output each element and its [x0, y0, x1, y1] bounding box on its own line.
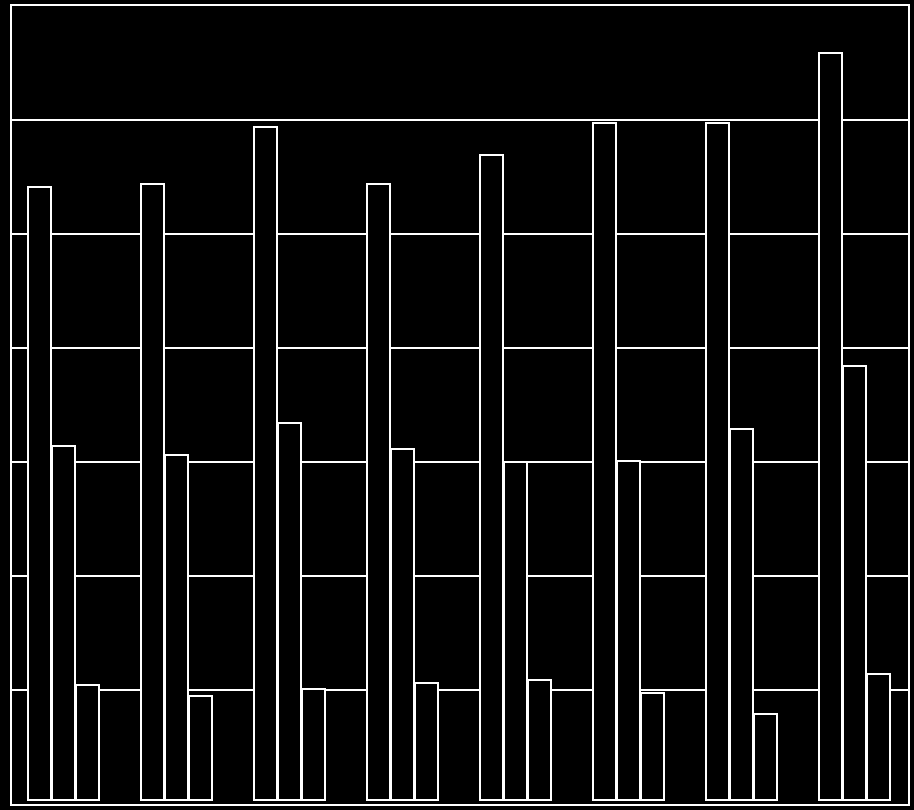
- plot-area: [10, 4, 910, 806]
- bar: [818, 52, 843, 801]
- bar: [277, 422, 302, 801]
- bar: [866, 673, 891, 801]
- bar: [753, 713, 778, 801]
- bar: [140, 183, 165, 801]
- bar: [188, 695, 213, 801]
- bar: [390, 448, 415, 801]
- bar: [366, 183, 391, 801]
- bar: [27, 186, 52, 801]
- plot-border: [10, 4, 12, 806]
- plot-border: [10, 4, 910, 6]
- plot-border: [10, 804, 910, 806]
- bar: [479, 154, 504, 801]
- bar: [527, 679, 552, 801]
- plot-border: [908, 4, 910, 806]
- bar: [616, 460, 641, 801]
- bar: [842, 365, 867, 801]
- bar-chart: [0, 0, 914, 810]
- bar: [640, 692, 665, 801]
- bar: [75, 684, 100, 801]
- bar: [729, 428, 754, 801]
- bar: [705, 122, 730, 801]
- bar: [51, 445, 76, 801]
- bar: [164, 454, 189, 801]
- bar: [414, 682, 439, 801]
- bar: [301, 688, 326, 801]
- gridline: [10, 119, 910, 121]
- bar: [503, 461, 528, 801]
- bar: [592, 122, 617, 801]
- bar: [253, 126, 278, 801]
